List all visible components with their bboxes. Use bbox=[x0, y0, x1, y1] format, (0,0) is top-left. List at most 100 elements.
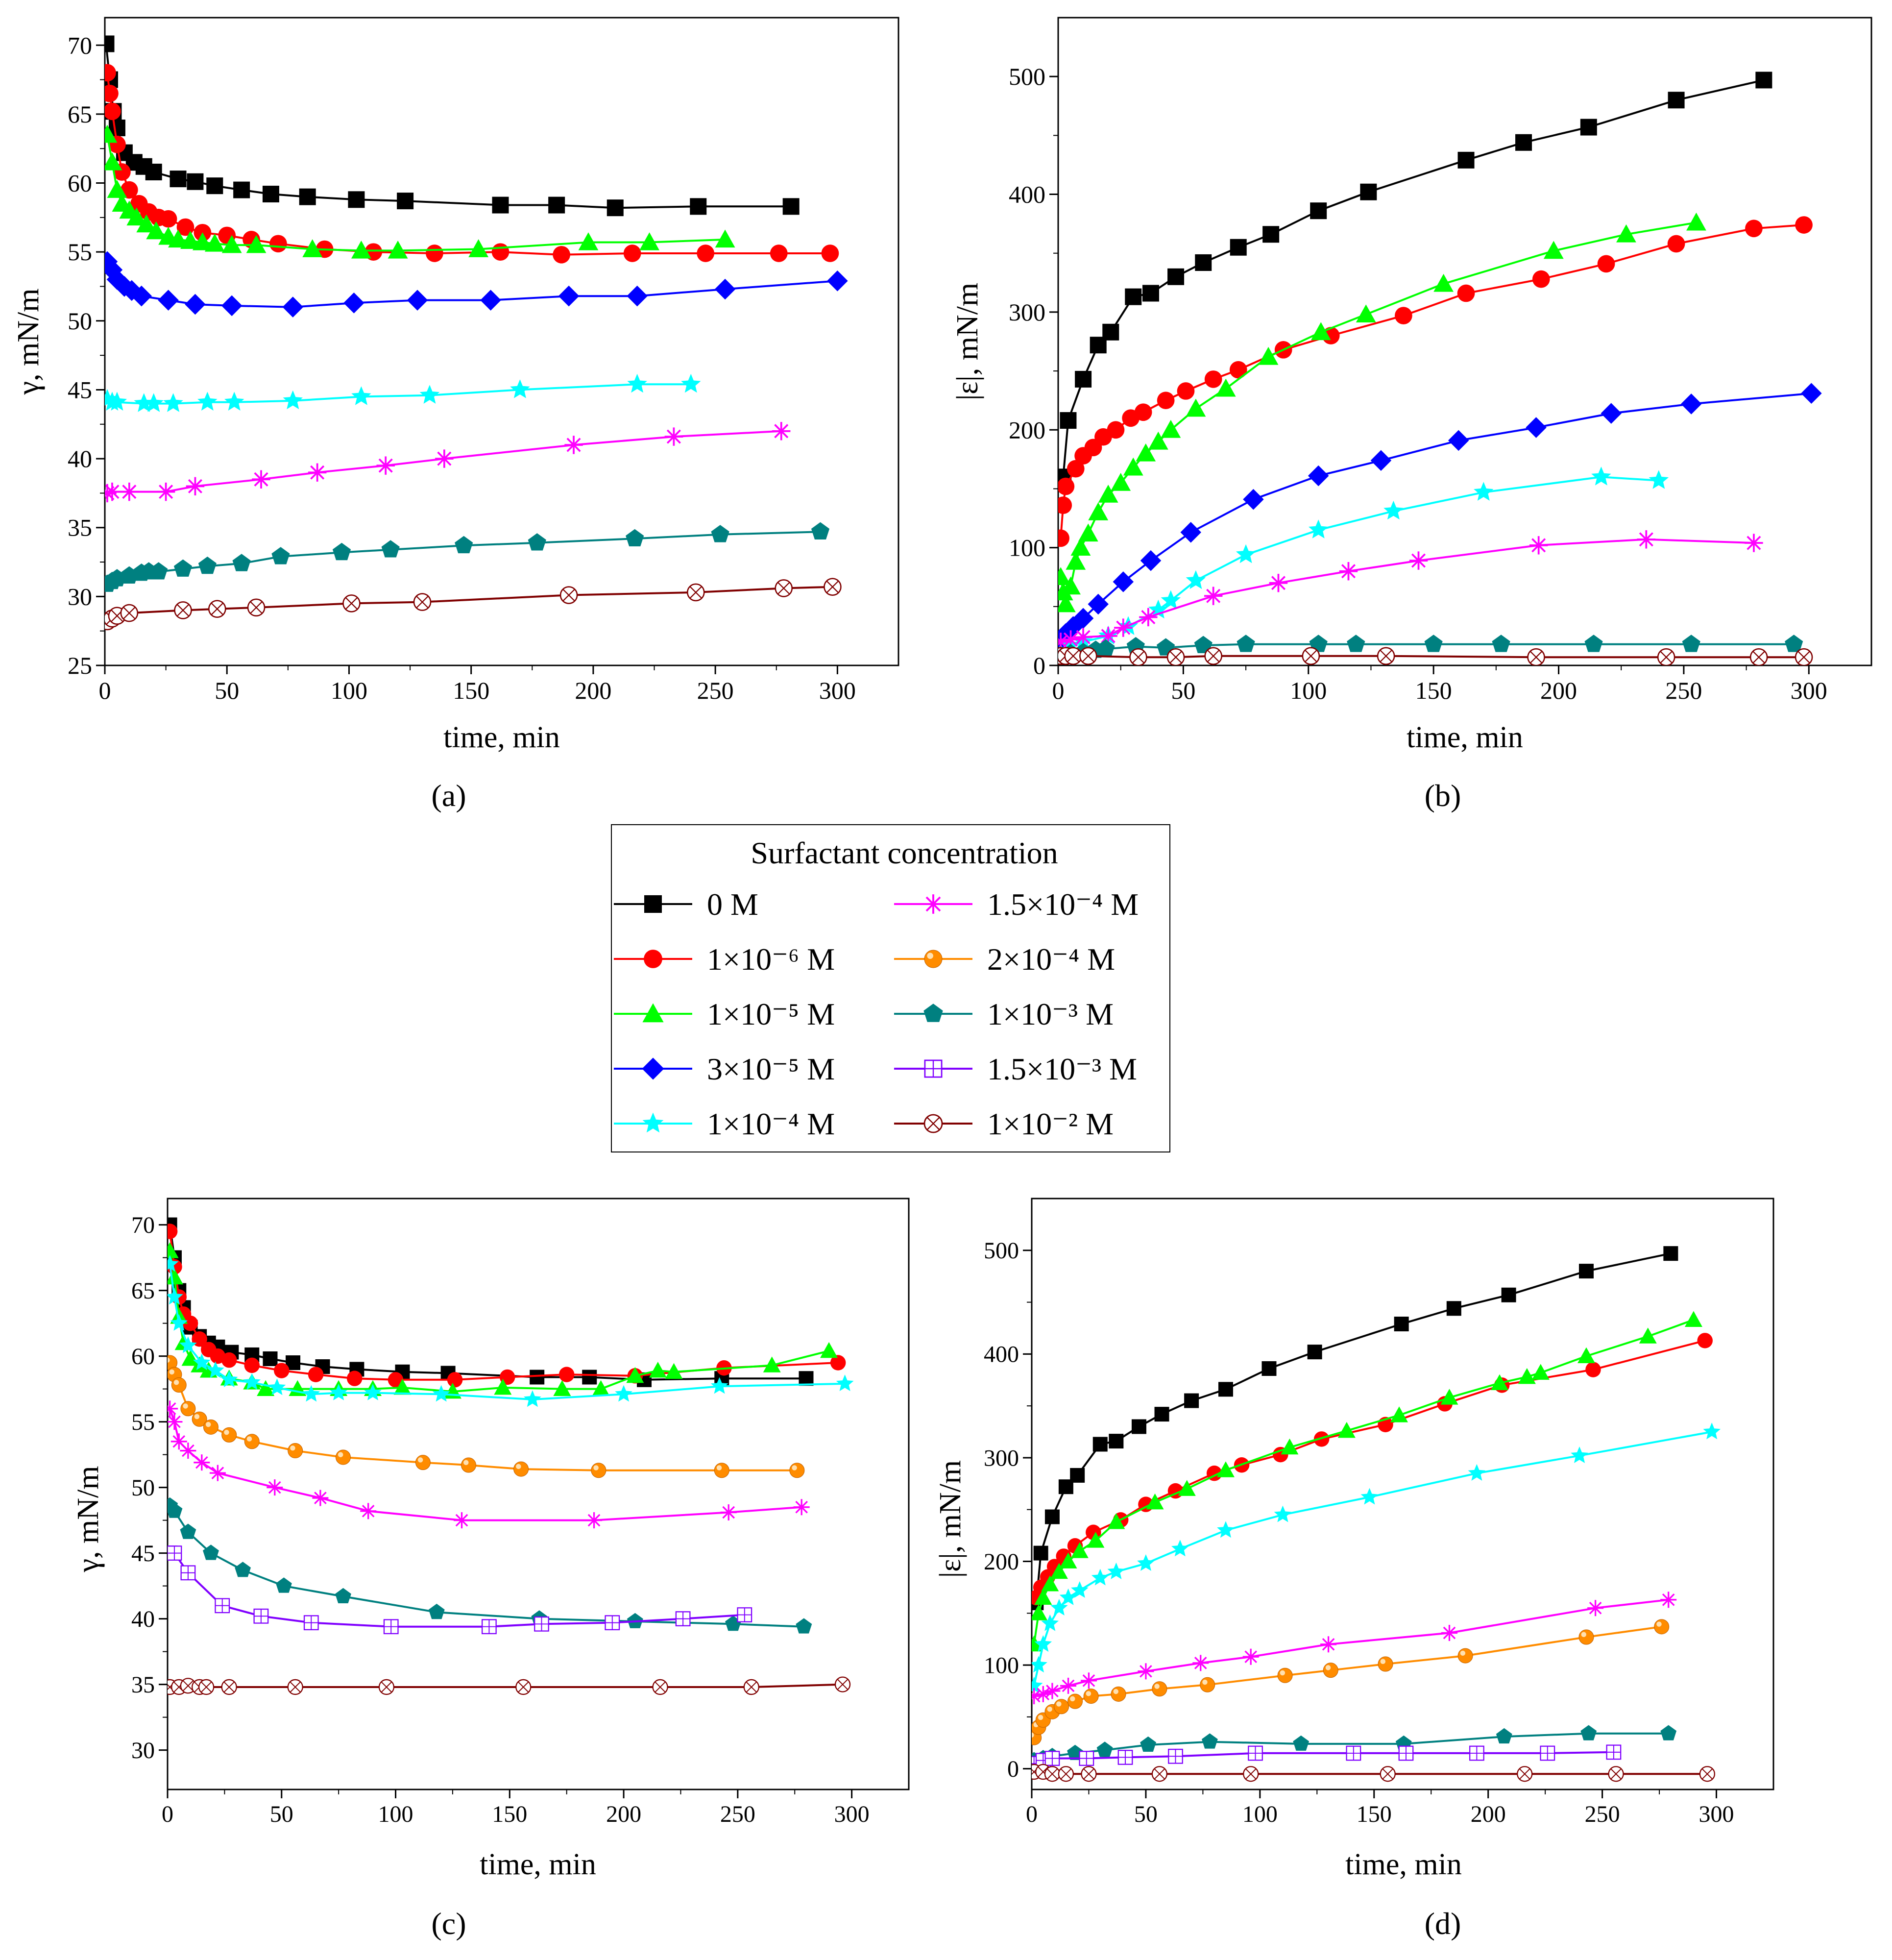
y-tick-label: 300 bbox=[1009, 298, 1045, 326]
data-point bbox=[244, 1434, 260, 1449]
legend-entry-c2: 1×10⁻⁵ M bbox=[614, 997, 835, 1031]
data-point bbox=[1606, 1744, 1622, 1760]
data-point bbox=[1117, 1750, 1133, 1765]
data-point bbox=[455, 536, 473, 554]
data-point bbox=[105, 152, 122, 171]
data-series bbox=[168, 1217, 854, 1695]
data-point bbox=[1098, 485, 1118, 503]
series-line bbox=[106, 73, 830, 256]
data-point bbox=[180, 231, 200, 249]
x-tick-label: 100 bbox=[331, 677, 367, 704]
data-point bbox=[253, 1608, 269, 1624]
data-point bbox=[834, 1676, 851, 1692]
data-point bbox=[1293, 1735, 1310, 1751]
data-point bbox=[419, 385, 440, 404]
data-point bbox=[203, 1544, 219, 1560]
data-point bbox=[383, 1619, 399, 1635]
data-point bbox=[827, 270, 848, 292]
data-point bbox=[105, 259, 123, 280]
data-point bbox=[1248, 1745, 1263, 1761]
data-point bbox=[1457, 1648, 1473, 1664]
data-point bbox=[1580, 119, 1597, 136]
data-point bbox=[1446, 1301, 1461, 1316]
data-point bbox=[515, 1679, 532, 1695]
data-point bbox=[308, 1367, 324, 1382]
data-point bbox=[1346, 1745, 1361, 1761]
data-point bbox=[1501, 1287, 1516, 1302]
data-point bbox=[158, 290, 179, 311]
legend-entry-c4: 1×10⁻⁴ M bbox=[614, 1106, 835, 1141]
series-c5 bbox=[105, 422, 791, 503]
data-point bbox=[1044, 1751, 1060, 1766]
data-point bbox=[330, 1383, 347, 1400]
y-tick-label: 500 bbox=[1009, 63, 1045, 90]
data-point bbox=[1079, 647, 1097, 665]
data-point bbox=[308, 463, 327, 482]
data-point bbox=[1496, 1728, 1512, 1744]
data-point bbox=[388, 1372, 404, 1388]
data-point bbox=[1111, 473, 1131, 491]
y-tick-label: 40 bbox=[68, 445, 92, 472]
data-point bbox=[144, 393, 164, 412]
panel-c: 30 35 40 45 50 55 60 65 70 0 50 100 150 200 250 300 γ,… bbox=[72, 1198, 910, 1941]
panel-label: (b) bbox=[1425, 778, 1461, 813]
x-tick-label: 150 bbox=[1357, 1801, 1392, 1827]
series-c7 bbox=[105, 522, 830, 592]
legend-label: 1×10⁻⁶ M bbox=[707, 942, 835, 977]
data-point bbox=[1059, 1552, 1077, 1568]
x-tick-label: 300 bbox=[1699, 1801, 1734, 1827]
data-point bbox=[1064, 647, 1082, 665]
data-point bbox=[1218, 1382, 1233, 1397]
y-tick-label: 200 bbox=[1009, 416, 1045, 443]
plot-frame bbox=[167, 1198, 910, 1790]
data-point bbox=[652, 1679, 668, 1695]
data-point bbox=[303, 1615, 319, 1631]
data-point bbox=[1540, 1745, 1555, 1761]
data-point bbox=[1337, 1421, 1356, 1438]
data-point bbox=[120, 604, 139, 622]
data-point bbox=[170, 1314, 188, 1331]
x-tick-label: 0 bbox=[1026, 1801, 1038, 1827]
legend-entry-c3: 3×10⁻⁵ M bbox=[614, 1052, 835, 1086]
data-point bbox=[1061, 576, 1081, 595]
data-point bbox=[1699, 1766, 1716, 1782]
data-point bbox=[1587, 1600, 1604, 1617]
data-point bbox=[1050, 1563, 1068, 1579]
data-point bbox=[187, 173, 204, 190]
data-point bbox=[246, 235, 267, 253]
legend-marker bbox=[644, 895, 662, 913]
x-tick-label: 0 bbox=[1052, 677, 1065, 704]
data-point bbox=[649, 1362, 667, 1378]
data-point bbox=[586, 1512, 603, 1529]
series-c4 bbox=[1058, 466, 1669, 662]
legend-label: 2×10⁻⁴ M bbox=[987, 942, 1115, 977]
data-point bbox=[1237, 635, 1255, 652]
data-point bbox=[1204, 647, 1222, 665]
data-point bbox=[675, 1611, 691, 1627]
data-point bbox=[796, 1618, 812, 1634]
series-c1 bbox=[1032, 1333, 1713, 1606]
y-tick-label: 40 bbox=[131, 1606, 155, 1632]
data-point bbox=[174, 601, 192, 619]
y-tick-label: 300 bbox=[984, 1445, 1019, 1471]
data-point bbox=[206, 177, 223, 195]
data-point bbox=[534, 1616, 549, 1632]
y-tick-label: 65 bbox=[68, 100, 92, 128]
legend-marker bbox=[642, 1003, 664, 1023]
data-point bbox=[1161, 419, 1181, 438]
data-point bbox=[156, 482, 175, 501]
data-point bbox=[1167, 268, 1185, 285]
y-tick-label: 55 bbox=[68, 238, 92, 266]
data-point bbox=[1433, 273, 1454, 292]
data-series bbox=[105, 35, 848, 631]
data-point bbox=[664, 427, 683, 446]
data-point bbox=[146, 221, 167, 240]
legend-label: 1.5×10⁻³ M bbox=[987, 1052, 1137, 1086]
panel-b: 0 100 200 300 400 500 0 50 100 150 200 250 300 |ε|,… bbox=[951, 17, 1872, 813]
data-point bbox=[1091, 1568, 1109, 1586]
data-point bbox=[274, 1363, 290, 1378]
x-axis-label: time, min bbox=[1407, 721, 1523, 754]
data-point bbox=[224, 392, 244, 411]
data-point bbox=[1517, 1766, 1533, 1782]
